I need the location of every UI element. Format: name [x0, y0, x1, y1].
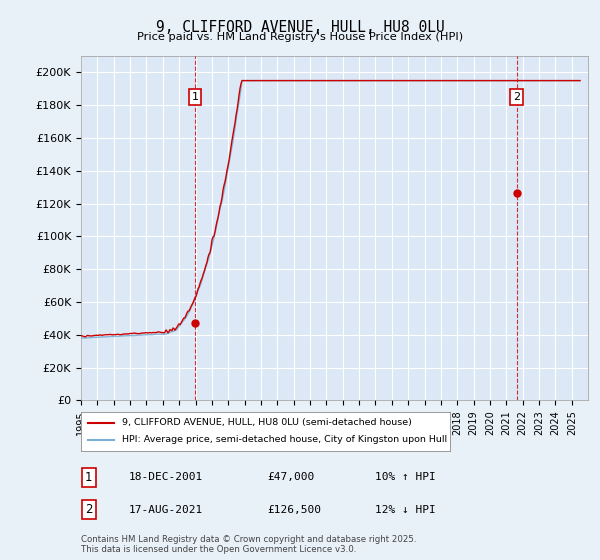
Text: Price paid vs. HM Land Registry's House Price Index (HPI): Price paid vs. HM Land Registry's House … [137, 32, 463, 43]
Text: 2: 2 [513, 92, 520, 102]
Text: 2: 2 [85, 503, 92, 516]
Text: 1: 1 [85, 470, 92, 484]
Text: 10% ↑ HPI: 10% ↑ HPI [375, 472, 436, 482]
Text: 1: 1 [191, 92, 199, 102]
Text: 9, CLIFFORD AVENUE, HULL, HU8 0LU: 9, CLIFFORD AVENUE, HULL, HU8 0LU [155, 20, 445, 35]
Text: 17-AUG-2021: 17-AUG-2021 [129, 505, 203, 515]
Text: 18-DEC-2001: 18-DEC-2001 [129, 472, 203, 482]
Text: £126,500: £126,500 [267, 505, 321, 515]
Text: Contains HM Land Registry data © Crown copyright and database right 2025.
This d: Contains HM Land Registry data © Crown c… [81, 535, 416, 554]
Text: 12% ↓ HPI: 12% ↓ HPI [375, 505, 436, 515]
Text: £47,000: £47,000 [267, 472, 314, 482]
Text: HPI: Average price, semi-detached house, City of Kingston upon Hull: HPI: Average price, semi-detached house,… [122, 435, 447, 444]
Text: 9, CLIFFORD AVENUE, HULL, HU8 0LU (semi-detached house): 9, CLIFFORD AVENUE, HULL, HU8 0LU (semi-… [122, 418, 412, 427]
